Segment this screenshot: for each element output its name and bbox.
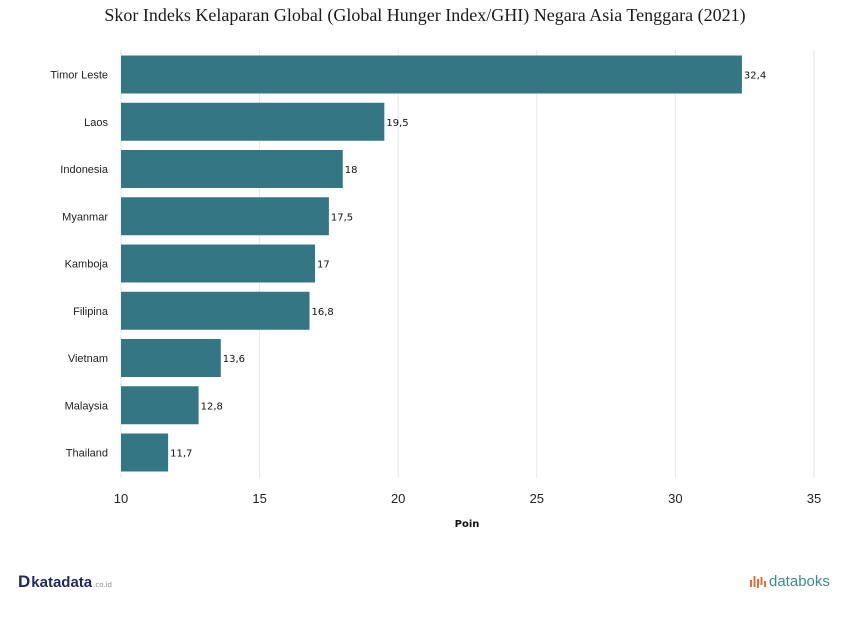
- katadata-logo-mark: D: [18, 572, 31, 591]
- data-label: 32,4: [744, 71, 766, 82]
- data-label: 17: [317, 260, 330, 271]
- category-label: Malaysia: [65, 400, 109, 412]
- data-label: 18: [345, 165, 358, 176]
- x-tick-label: 15: [252, 491, 266, 506]
- x-tick-label: 10: [114, 491, 128, 506]
- x-tick-labels: 10 15 20 25 30 35: [114, 491, 821, 506]
- category-label: Indonesia: [60, 164, 109, 176]
- x-tick-label: 25: [530, 491, 544, 506]
- category-label: Thailand: [66, 448, 108, 460]
- category-label: Filipina: [73, 306, 109, 318]
- katadata-logo-text: katadata: [31, 574, 93, 591]
- bar-timor-leste: [121, 55, 742, 94]
- x-tick-label: 30: [668, 491, 682, 506]
- data-label: 19,5: [386, 118, 408, 129]
- bar-thailand: [121, 433, 169, 472]
- data-label: 12,8: [201, 401, 223, 412]
- databoks-logo: databoks: [750, 573, 830, 590]
- x-axis-title: Poin: [455, 519, 480, 530]
- data-label: 17,5: [331, 212, 353, 223]
- data-label: 16,8: [311, 307, 333, 318]
- value-labels: 32,4 19,5 18 17,5 17 16,8 13,6 12,8 11,7: [170, 71, 766, 460]
- bar-malaysia: [121, 386, 199, 425]
- katadata-logo: D katadata .co.id: [18, 572, 112, 592]
- bars: [121, 55, 742, 472]
- bar-myanmar: [121, 197, 329, 236]
- databoks-bars-icon: [750, 575, 766, 588]
- bar-kamboja: [121, 244, 316, 283]
- bar-vietnam: [121, 339, 221, 377]
- bar-indonesia: [121, 150, 343, 188]
- x-tick-label: 20: [391, 491, 405, 506]
- category-label: Myanmar: [62, 211, 108, 223]
- category-label: Laos: [84, 117, 108, 129]
- bar-filipina: [121, 291, 310, 330]
- bar-laos: [121, 102, 385, 141]
- category-label: Vietnam: [68, 353, 108, 365]
- databoks-logo-text: databoks: [769, 573, 830, 590]
- x-tick-label: 35: [807, 491, 821, 506]
- category-label: Kamboja: [65, 259, 109, 271]
- category-label: Timor Leste: [50, 70, 108, 82]
- katadata-logo-suffix: .co.id: [93, 581, 113, 589]
- category-labels: Timor Leste Laos Indonesia Myanmar Kamboja Fi…: [50, 70, 109, 460]
- data-label: 13,6: [223, 354, 245, 365]
- data-label: 11,7: [170, 449, 192, 460]
- chart-title: Skor Indeks Kelaparan Global (Global Hun…: [104, 5, 746, 25]
